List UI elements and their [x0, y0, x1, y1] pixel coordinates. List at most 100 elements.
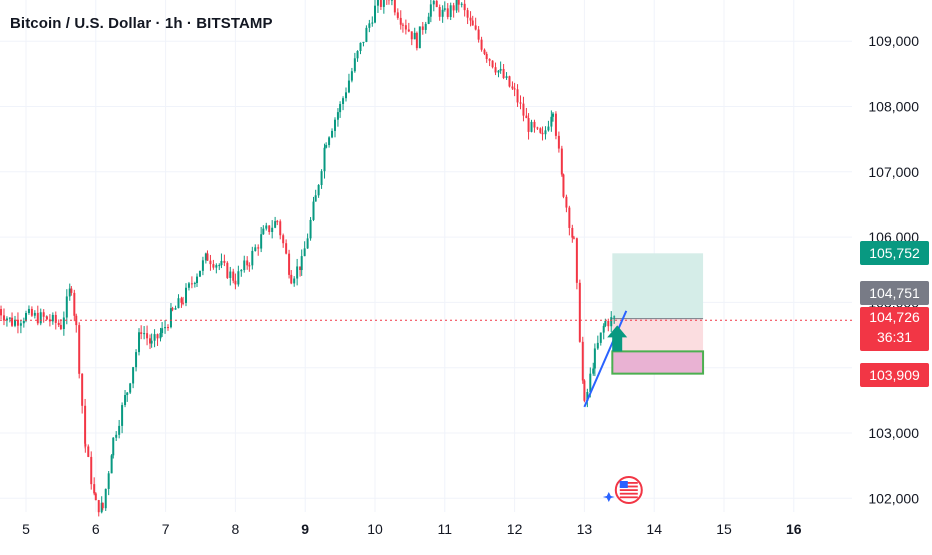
- candle-body: [93, 484, 95, 493]
- candle-body: [98, 500, 100, 512]
- candle-body: [172, 308, 174, 309]
- candle-body: [262, 229, 264, 235]
- candle-body: [607, 321, 609, 326]
- candle-body: [594, 348, 596, 368]
- chart-title: Bitcoin / U.S. Dollar · 1h · BITSTAMP: [10, 15, 273, 32]
- candle-body: [182, 303, 184, 304]
- candle-body: [301, 256, 303, 270]
- time-axis-label: 10: [367, 521, 383, 537]
- current-price-tag: 104,726 36:31: [860, 307, 929, 351]
- candle-body: [571, 228, 573, 238]
- candle-body: [243, 260, 245, 270]
- time-axis-label: 6: [92, 521, 100, 537]
- candle-body: [568, 208, 570, 228]
- candle-body: [430, 4, 432, 16]
- candle-body: [288, 254, 290, 275]
- entry-box: [612, 351, 703, 373]
- candle-body: [84, 406, 86, 444]
- candle-body: [511, 87, 513, 89]
- candle-body: [185, 288, 187, 303]
- candle-body: [135, 352, 137, 367]
- candle-body: [112, 438, 114, 456]
- candle-body: [60, 325, 62, 329]
- candle-body: [371, 23, 373, 24]
- candle-body: [402, 25, 404, 26]
- candle-body: [215, 265, 217, 267]
- candle-body: [175, 308, 177, 310]
- candle-body: [328, 137, 330, 145]
- candle-body: [23, 321, 25, 323]
- candle-body: [576, 238, 578, 283]
- candle-body: [257, 247, 259, 248]
- flag-stripe: [620, 493, 638, 495]
- candle-body: [325, 145, 327, 148]
- candle-body: [334, 120, 336, 131]
- candle-body: [453, 5, 455, 10]
- time-axis-label: 9: [301, 521, 309, 537]
- candle-body: [202, 260, 204, 271]
- candle-body: [121, 405, 123, 426]
- take-profit-tag: 105,752: [860, 241, 929, 265]
- candle-body: [536, 128, 538, 129]
- candle-body: [408, 29, 410, 31]
- candle-body: [226, 263, 228, 278]
- candle-body: [525, 116, 527, 118]
- candle-body: [218, 265, 220, 266]
- candle-body: [52, 315, 54, 321]
- candle-body: [46, 316, 48, 319]
- candle-body: [307, 238, 309, 248]
- candle-body: [167, 327, 169, 328]
- candle-body: [248, 265, 250, 266]
- candle-body: [357, 51, 359, 58]
- candle-body: [555, 114, 557, 136]
- candle-body: [199, 271, 201, 277]
- candle-body: [380, 0, 382, 7]
- candle-body: [206, 253, 208, 260]
- candle-body: [539, 128, 541, 132]
- candle-body: [154, 334, 156, 341]
- candle-body: [533, 122, 535, 128]
- take-profit-label: 105,752: [869, 245, 920, 261]
- candle-body: [229, 272, 231, 278]
- candle-body: [433, 1, 435, 4]
- candle-body: [118, 426, 120, 435]
- candle-body: [315, 195, 317, 201]
- candle-body: [310, 220, 312, 238]
- candle-body: [342, 98, 344, 104]
- candle-body: [444, 8, 446, 9]
- price-axis-label: 109,000: [868, 33, 919, 49]
- candle-body: [25, 313, 27, 321]
- sparkle-icon: [603, 492, 615, 502]
- candle-body: [237, 271, 239, 284]
- candle-body: [260, 234, 262, 248]
- candle-body: [531, 122, 533, 132]
- candle-body: [414, 33, 416, 39]
- candle-body: [251, 251, 253, 265]
- candle-body: [500, 69, 502, 71]
- bar-countdown: 36:31: [860, 327, 929, 347]
- candle-body: [422, 26, 424, 29]
- candle-body: [419, 26, 421, 48]
- candle-body: [170, 308, 172, 327]
- candle-body: [209, 261, 211, 264]
- candle-body: [115, 435, 117, 438]
- time-axis-label: 12: [507, 521, 523, 537]
- candle-body: [464, 4, 466, 10]
- candle-body: [522, 104, 524, 116]
- candle-body: [383, 0, 385, 7]
- candle-body: [405, 25, 407, 29]
- entry-price-label: 104,751: [869, 285, 920, 301]
- candle-body: [28, 309, 30, 313]
- candle-body: [610, 317, 612, 326]
- candle-body: [31, 309, 33, 316]
- candle-body: [461, 4, 463, 5]
- candle-body: [66, 296, 68, 317]
- candle-body: [542, 133, 544, 134]
- candle-body: [188, 283, 190, 287]
- candle-body: [95, 493, 97, 500]
- candle-body: [81, 374, 83, 406]
- candle-body: [351, 71, 353, 80]
